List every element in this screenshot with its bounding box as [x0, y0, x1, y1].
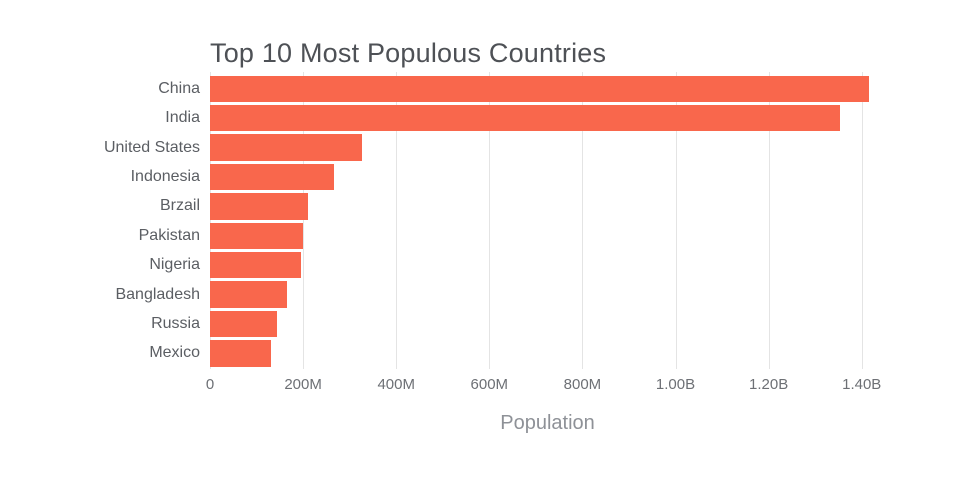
y-axis-category-label: United States [103, 138, 200, 156]
x-tick-label: 600M [470, 376, 509, 393]
x-gridline [675, 72, 677, 369]
bar-row: Brzail [160, 192, 885, 221]
x-tick-label: 0 [205, 376, 215, 393]
bar-rows: China India United States Indonesia Brzail Pa… [104, 74, 885, 368]
x-gridline [861, 72, 863, 369]
x-tick-label: 400M [377, 376, 415, 393]
x-axis-ticks: 0 200M 400M 600M 800M 1.00B 1.20B 1.40B [206, 376, 885, 396]
x-tick-label: 200M [284, 376, 322, 393]
y-axis-category-label: India [165, 109, 200, 127]
bar [210, 310, 278, 338]
y-axis-category-label: Nigeria [149, 256, 200, 274]
bar-row: Bangladesh [115, 280, 885, 309]
bar [210, 193, 309, 220]
x-gridline [768, 72, 770, 369]
x-axis-title: Population [500, 412, 595, 434]
bar-row: Nigeria [149, 250, 885, 279]
bar [210, 75, 869, 102]
plot-area: China India United States Indonesia Brzail Pa… [104, 72, 885, 369]
bar [210, 163, 335, 191]
bar [210, 104, 841, 132]
bar-row: Russia [151, 309, 885, 338]
bar-row: United States [104, 133, 885, 162]
y-axis-category-label: Pakistan [138, 226, 200, 244]
bar-row: China [158, 74, 885, 103]
bar-row: India [165, 103, 885, 132]
x-tick-label: 1.40B [842, 376, 882, 393]
bar [210, 281, 288, 308]
x-gridline [210, 72, 211, 369]
x-gridline [489, 72, 491, 369]
bar [210, 251, 302, 279]
x-tick-label: 1.00B [655, 376, 696, 393]
bar [210, 134, 363, 161]
y-axis-category-label: Indonesia [130, 167, 200, 185]
x-tick-label: 1.20B [749, 376, 789, 393]
chart-title: Top 10 Most Populous Countries [210, 38, 607, 68]
x-gridline [582, 72, 584, 369]
y-axis-category-label: Mexico [149, 344, 200, 362]
y-axis-category-label: Russia [151, 314, 200, 332]
bar-row: Mexico [149, 339, 885, 368]
x-tick-label: 800M [563, 376, 602, 393]
y-axis-category-label: Bangladesh [115, 285, 200, 303]
bar-row: Indonesia [131, 162, 885, 191]
y-axis-category-label: China [158, 79, 200, 97]
y-axis-category-label: Brzail [159, 197, 200, 215]
x-gridline [303, 72, 305, 369]
bar [210, 340, 271, 367]
bar [210, 222, 304, 249]
x-gridline [396, 72, 398, 369]
bar-row: Pakistan [139, 221, 885, 250]
